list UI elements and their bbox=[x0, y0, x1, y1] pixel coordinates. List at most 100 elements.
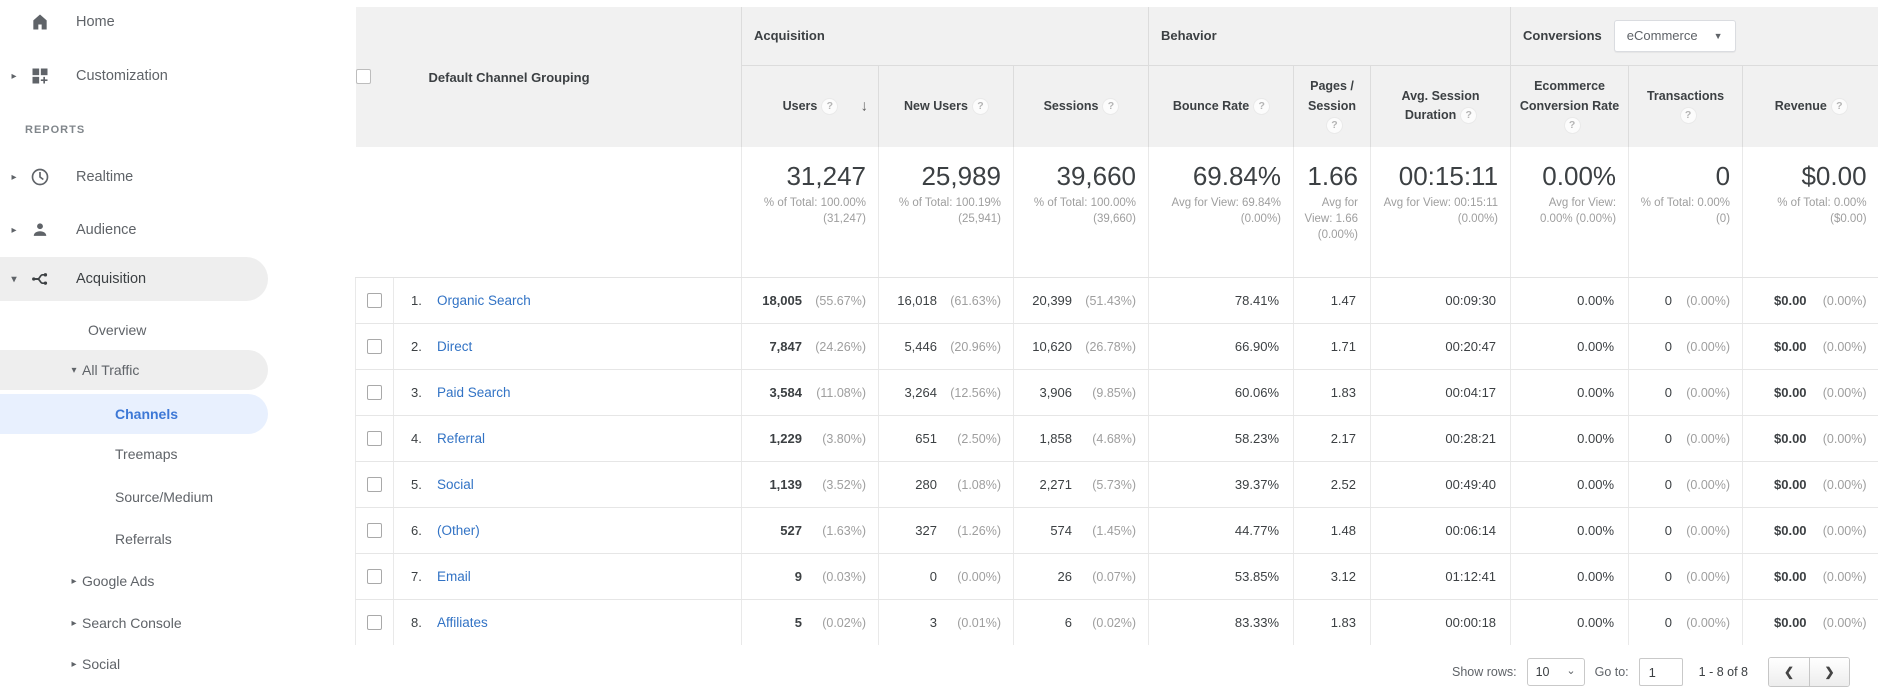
caret-expanded-icon: ▾ bbox=[71, 364, 77, 376]
channel-link[interactable]: (Other) bbox=[437, 522, 480, 538]
cell-bounce-rate: 60.06% bbox=[1148, 369, 1294, 416]
goto-page-input[interactable] bbox=[1638, 658, 1683, 686]
help-icon[interactable]: ? bbox=[1327, 118, 1343, 134]
sidebar-item-home[interactable]: Home bbox=[0, 0, 300, 44]
sidebar-item-overview[interactable]: Overview bbox=[0, 310, 300, 350]
cell-ecommerce-conversion-rate: 0.00% bbox=[1510, 415, 1629, 462]
channel-link[interactable]: Email bbox=[437, 568, 471, 584]
sidebar-item-label: Search Console bbox=[82, 615, 182, 631]
cell-transactions: 0 (0.00%) bbox=[1628, 553, 1743, 600]
table-row: 2. Direct 7,847 (24.26%) 5,446 (20.96%) 10,… bbox=[355, 323, 1878, 370]
caret-collapsed-icon: ▸ bbox=[71, 658, 77, 670]
row-checkbox[interactable] bbox=[367, 385, 382, 401]
cell-avg-session-duration: 00:20:47 bbox=[1370, 323, 1511, 370]
channel-link[interactable]: Referral bbox=[437, 430, 486, 446]
row-number: 8. bbox=[411, 614, 422, 630]
sidebar-section-reports: REPORTS bbox=[25, 124, 86, 136]
column-header-revenue[interactable]: Revenue? bbox=[1742, 65, 1878, 147]
column-header-bounce-rate[interactable]: Bounce Rate? bbox=[1148, 65, 1294, 147]
sidebar-item-label: Google Ads bbox=[82, 573, 155, 589]
caret-collapsed-icon: ▸ bbox=[71, 617, 77, 629]
sidebar-item-customization[interactable]: ▸ Customization bbox=[0, 54, 300, 98]
cell-sessions: 6 (0.02%) bbox=[1012, 599, 1149, 646]
cell-new-users: 651 (2.50%) bbox=[878, 415, 1014, 462]
channel-link[interactable]: Affiliates bbox=[437, 614, 488, 630]
cell-revenue: $0.00 (0.00%) bbox=[1742, 553, 1878, 600]
home-icon bbox=[33, 14, 47, 30]
table-row: 6. (Other) 527 (1.63%) 327 (1.26%) 574 (1.45… bbox=[355, 507, 1878, 554]
column-header-new-users[interactable]: New Users? bbox=[878, 65, 1014, 147]
column-header-avg-session-duration[interactable]: Avg. Session Duration? bbox=[1370, 65, 1511, 147]
help-icon[interactable]: ? bbox=[1254, 98, 1270, 114]
row-checkbox[interactable] bbox=[367, 523, 382, 539]
help-icon[interactable]: ? bbox=[1461, 108, 1477, 124]
cell-users: 7,847 (24.26%) bbox=[741, 323, 879, 370]
cell-ecommerce-conversion-rate: 0.00% bbox=[1510, 553, 1629, 600]
row-checkbox[interactable] bbox=[367, 615, 382, 631]
row-number: 7. bbox=[411, 568, 422, 584]
realtime-icon bbox=[31, 168, 49, 186]
help-icon[interactable]: ? bbox=[1564, 118, 1580, 134]
sidebar-item-all-traffic[interactable]: ▾ All Traffic bbox=[0, 350, 268, 390]
channel-link[interactable]: Organic Search bbox=[437, 292, 531, 308]
chevron-left-icon: ❮ bbox=[1783, 665, 1795, 679]
sidebar-item-treemaps[interactable]: Treemaps bbox=[0, 434, 300, 474]
help-icon[interactable]: ? bbox=[822, 98, 838, 114]
row-checkbox[interactable] bbox=[367, 293, 382, 309]
column-header-users[interactable]: Users? ↓ bbox=[741, 65, 879, 147]
cell-pages-session: 3.12 bbox=[1293, 553, 1371, 600]
sidebar-item-acquisition[interactable]: ▾ Acquisition bbox=[0, 257, 268, 301]
help-icon[interactable]: ? bbox=[1680, 108, 1696, 124]
cell-pages-session: 2.17 bbox=[1293, 415, 1371, 462]
help-icon[interactable]: ? bbox=[1103, 98, 1119, 114]
row-checkbox[interactable] bbox=[367, 431, 382, 447]
cell-pages-session: 1.47 bbox=[1293, 277, 1371, 324]
cell-transactions: 0 (0.00%) bbox=[1628, 461, 1743, 508]
cell-bounce-rate: 66.90% bbox=[1148, 323, 1294, 370]
next-page-button[interactable]: ❯ bbox=[1809, 658, 1849, 686]
column-header-default-channel-grouping[interactable]: Default Channel Grouping bbox=[393, 7, 742, 147]
help-icon[interactable]: ? bbox=[1831, 98, 1847, 114]
sidebar-item-audience[interactable]: ▸ Audience bbox=[0, 208, 300, 252]
cell-ecommerce-conversion-rate: 0.00% bbox=[1510, 277, 1629, 324]
acquisition-icon bbox=[32, 273, 48, 285]
channel-link[interactable]: Direct bbox=[437, 338, 473, 354]
sidebar-item-referrals[interactable]: Referrals bbox=[0, 519, 300, 559]
conversions-goal-value: eCommerce bbox=[1626, 28, 1698, 44]
group-header-behavior: Behavior bbox=[1148, 7, 1511, 66]
sidebar-item-search-console[interactable]: ▸ Search Console bbox=[0, 603, 300, 643]
row-checkbox[interactable] bbox=[367, 477, 382, 493]
column-header-transactions[interactable]: Transactions? bbox=[1628, 65, 1743, 147]
sidebar-item-realtime[interactable]: ▸ Realtime bbox=[0, 155, 300, 199]
help-icon[interactable]: ? bbox=[972, 98, 988, 114]
sidebar-item-google-ads[interactable]: ▸ Google Ads bbox=[0, 561, 300, 601]
sidebar-item-label: Overview bbox=[88, 322, 147, 338]
sidebar-item-social[interactable]: ▸ Social bbox=[0, 644, 300, 684]
sidebar-item-channels[interactable]: Channels bbox=[0, 394, 268, 434]
cell-ecommerce-conversion-rate: 0.00% bbox=[1510, 323, 1629, 370]
conversions-label: Conversions bbox=[1523, 28, 1602, 44]
caret-collapsed-icon: ▸ bbox=[11, 70, 17, 82]
sidebar-item-source-medium[interactable]: Source/Medium bbox=[0, 477, 300, 517]
row-checkbox[interactable] bbox=[367, 339, 382, 355]
select-all-cell bbox=[355, 7, 394, 147]
conversions-goal-dropdown[interactable]: eCommerce ▼ bbox=[1613, 19, 1736, 52]
channel-link[interactable]: Social bbox=[437, 476, 474, 492]
select-all-checkbox[interactable] bbox=[355, 69, 371, 85]
summary-sessions: 39,660% of Total: 100.00% (39,660) bbox=[1012, 147, 1149, 278]
prev-page-button[interactable]: ❮ bbox=[1769, 658, 1809, 686]
cell-avg-session-duration: 00:00:18 bbox=[1370, 599, 1511, 646]
group-header-conversions: Conversions eCommerce ▼ bbox=[1510, 7, 1878, 66]
summary-bounce-rate: 69.84% Avg for View: 69.84% (0.00%) bbox=[1148, 147, 1294, 278]
channel-link[interactable]: Paid Search bbox=[437, 384, 511, 400]
cell-sessions: 3,906 (9.85%) bbox=[1012, 369, 1149, 416]
row-checkbox[interactable] bbox=[367, 569, 382, 585]
column-header-pages-session[interactable]: Pages / Session? bbox=[1293, 65, 1371, 147]
sidebar-item-label: Home bbox=[76, 14, 115, 30]
sort-desc-icon: ↓ bbox=[860, 97, 869, 115]
cell-transactions: 0 (0.00%) bbox=[1628, 415, 1743, 462]
column-header-ecommerce-conversion-rate[interactable]: Ecommerce Conversion Rate? bbox=[1510, 65, 1629, 147]
table-row: 8. Affiliates 5 (0.02%) 3 (0.01%) 6 (0.02%) … bbox=[355, 599, 1878, 646]
show-rows-select[interactable]: 10 ⌄ bbox=[1526, 658, 1585, 686]
column-header-sessions[interactable]: Sessions? bbox=[1012, 65, 1149, 147]
